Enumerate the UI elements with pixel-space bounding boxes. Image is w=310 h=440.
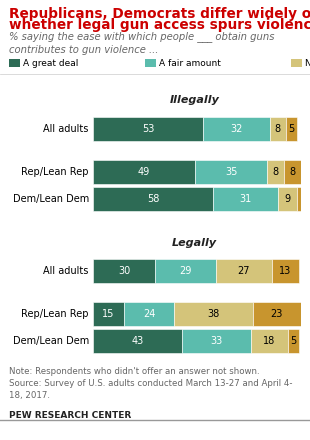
Text: 8: 8 — [273, 167, 279, 177]
Text: % saying the ease with which people ___ obtain guns
contributes to gun violence : % saying the ease with which people ___ … — [9, 31, 275, 55]
Text: A fair amount: A fair amount — [159, 59, 221, 68]
Bar — [124, 302, 174, 326]
Bar — [155, 259, 215, 283]
Text: 30: 30 — [118, 266, 130, 276]
Text: Republicans, Democrats differ widely on: Republicans, Democrats differ widely on — [9, 7, 310, 21]
Text: 31: 31 — [240, 194, 252, 204]
Text: 5: 5 — [288, 124, 294, 134]
Text: 38: 38 — [207, 309, 219, 319]
Text: 15: 15 — [102, 309, 115, 319]
Bar — [195, 160, 268, 184]
Text: Legally: Legally — [172, 238, 217, 248]
Text: 58: 58 — [147, 194, 159, 204]
Text: PEW RESEARCH CENTER: PEW RESEARCH CENTER — [9, 411, 131, 420]
Bar — [269, 117, 286, 141]
Text: 24: 24 — [143, 309, 155, 319]
Bar — [215, 259, 272, 283]
Bar — [93, 160, 195, 184]
Text: 18: 18 — [264, 336, 276, 346]
Text: All adults: All adults — [43, 124, 89, 134]
Text: 43: 43 — [131, 336, 144, 346]
Bar — [278, 187, 297, 211]
Text: Note: Respondents who didn't offer an answer not shown.
Source: Survey of U.S. a: Note: Respondents who didn't offer an an… — [9, 367, 293, 400]
Text: All adults: All adults — [43, 266, 89, 276]
Text: 29: 29 — [179, 266, 192, 276]
Text: 33: 33 — [210, 336, 223, 346]
Text: 49: 49 — [138, 167, 150, 177]
Text: 32: 32 — [230, 124, 242, 134]
Bar — [284, 160, 301, 184]
Bar — [272, 259, 299, 283]
Text: Dem/Lean Dem: Dem/Lean Dem — [13, 194, 89, 204]
Bar — [214, 187, 278, 211]
Bar — [251, 329, 288, 353]
Text: Illegally: Illegally — [170, 95, 220, 106]
Text: 8: 8 — [275, 124, 281, 134]
Text: Rep/Lean Rep: Rep/Lean Rep — [21, 309, 89, 319]
Text: 23: 23 — [271, 309, 283, 319]
Bar — [203, 117, 270, 141]
Bar — [93, 302, 124, 326]
Text: 27: 27 — [237, 266, 250, 276]
Text: 5: 5 — [290, 336, 297, 346]
Bar — [93, 259, 155, 283]
Bar — [174, 302, 253, 326]
Bar — [268, 160, 284, 184]
Bar — [182, 329, 251, 353]
Text: Dem/Lean Dem: Dem/Lean Dem — [13, 336, 89, 346]
Bar — [93, 329, 182, 353]
Bar — [288, 329, 299, 353]
Text: whether legal gun access spurs violence: whether legal gun access spurs violence — [9, 18, 310, 33]
Bar — [253, 302, 301, 326]
Bar — [93, 187, 214, 211]
Text: 35: 35 — [225, 167, 237, 177]
Text: 13: 13 — [279, 266, 291, 276]
Bar — [93, 117, 203, 141]
Text: 53: 53 — [142, 124, 154, 134]
Text: 9: 9 — [284, 194, 290, 204]
Text: 8: 8 — [289, 167, 295, 177]
Bar — [286, 117, 297, 141]
Text: A great deal: A great deal — [23, 59, 79, 68]
Bar — [297, 187, 303, 211]
Text: Rep/Lean Rep: Rep/Lean Rep — [21, 167, 89, 177]
Text: Not too much: Not too much — [305, 59, 310, 68]
